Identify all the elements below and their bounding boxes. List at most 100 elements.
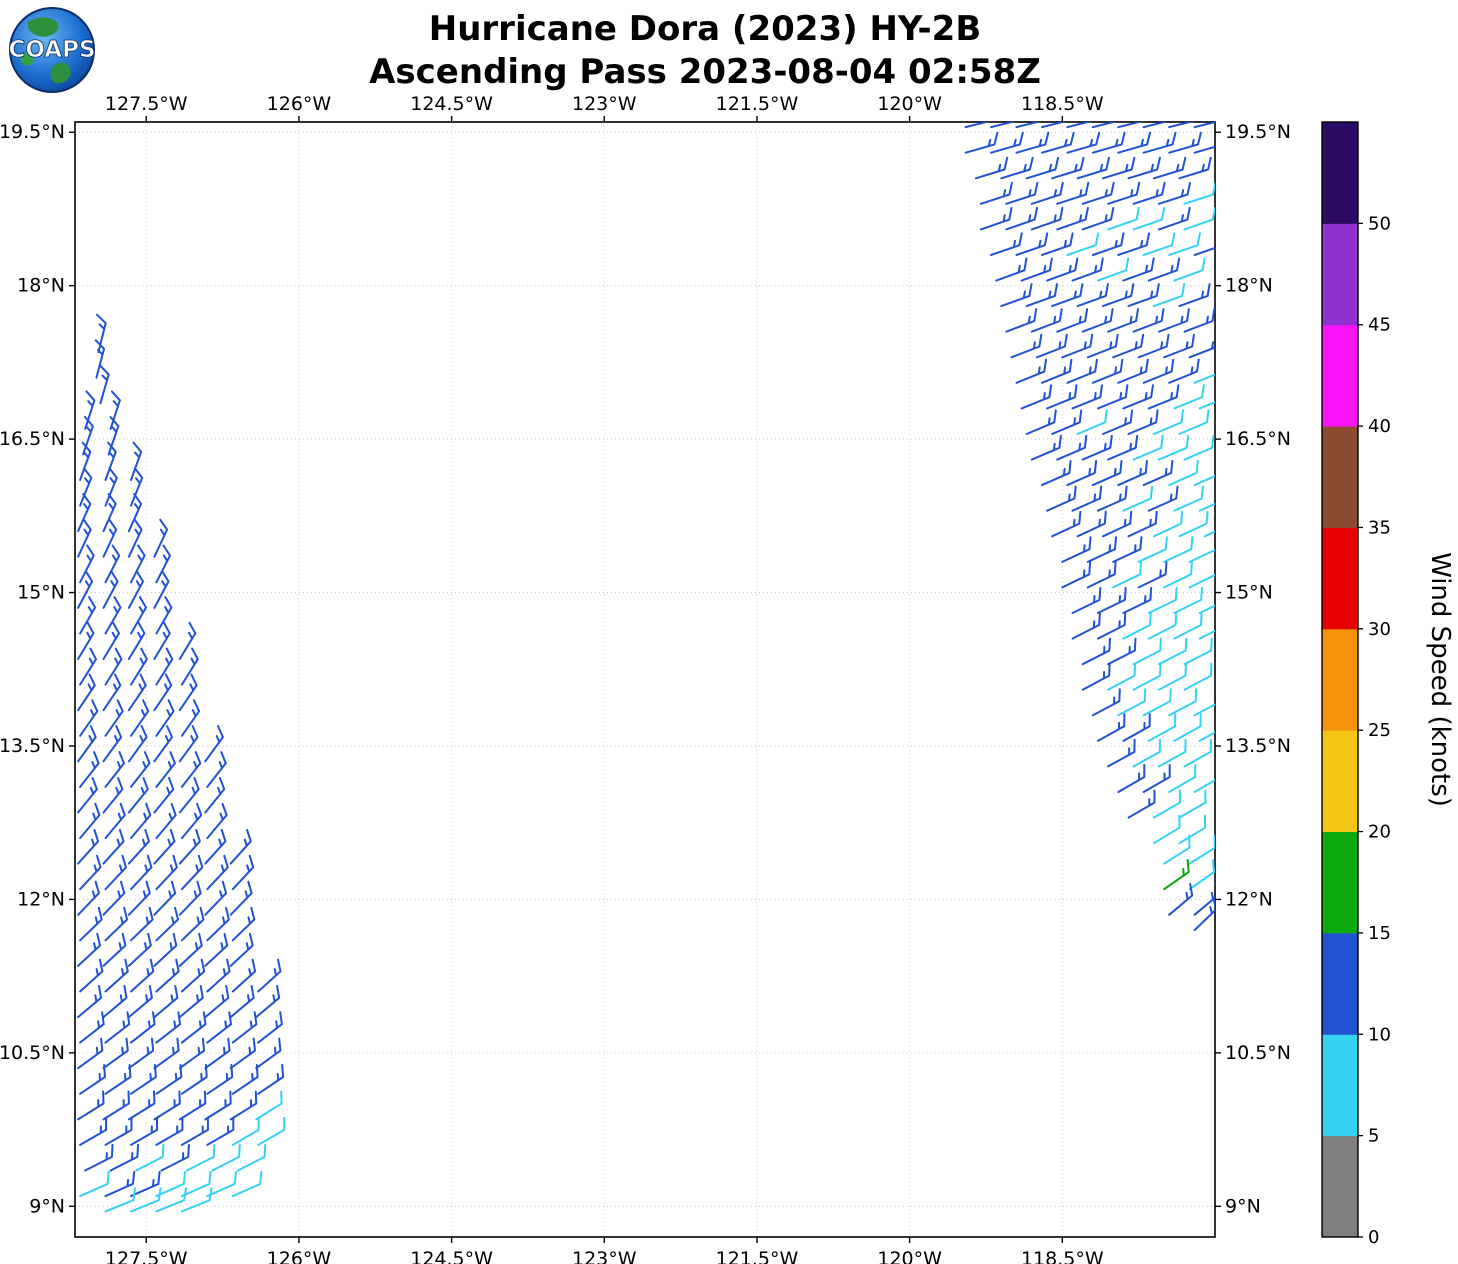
wind-barb (180, 1116, 209, 1146)
wind-barb (1041, 122, 1067, 129)
wind-barb (1091, 131, 1126, 154)
wind-barb (1173, 485, 1204, 512)
wind-barb (1066, 232, 1100, 256)
wind-barb (1117, 358, 1149, 384)
wind-barb (1178, 510, 1209, 538)
wind-barb (153, 621, 171, 660)
wind-barb (1025, 409, 1057, 435)
wind-barb (79, 802, 101, 840)
wind-barb (1071, 485, 1103, 512)
svg-text:121.5°W: 121.5°W (716, 1248, 799, 1264)
wind-barb (1107, 637, 1137, 666)
svg-text:123°W: 123°W (572, 93, 637, 115)
svg-text:30: 30 (1368, 619, 1391, 640)
wind-barb (96, 313, 107, 354)
wind-barb (180, 906, 205, 942)
wind-barb (1127, 789, 1156, 819)
wind-barb (206, 854, 229, 891)
wind-barb (155, 906, 179, 942)
wind-barb (1127, 156, 1161, 180)
wind-barb (1127, 283, 1160, 308)
svg-text:121.5°W: 121.5°W (716, 93, 799, 115)
wind-barb (1173, 257, 1206, 282)
gridlines (75, 122, 1215, 1237)
wind-barb (153, 777, 175, 814)
wind-barb (1086, 536, 1117, 563)
wind-barb (102, 828, 125, 865)
wind-barb (1076, 156, 1110, 180)
wind-barb (1061, 561, 1092, 589)
wind-barb (104, 1187, 136, 1213)
wind-barb (127, 493, 143, 533)
svg-text:12°N: 12°N (1225, 888, 1273, 910)
wind-barb (1112, 536, 1143, 563)
svg-text:127.5°W: 127.5°W (105, 93, 188, 115)
wind-barb (1132, 181, 1166, 205)
wind-barb (206, 751, 227, 788)
plot-border (74, 121, 1216, 1238)
wind-barb (1030, 308, 1063, 333)
wind-barb (1035, 333, 1068, 359)
wind-barb (1168, 688, 1198, 717)
wind-barb (1183, 662, 1213, 691)
wind-barb (180, 1011, 207, 1044)
coaps-logo: COAPS (8, 6, 96, 94)
wind-barb (180, 699, 201, 737)
wind-barb (178, 985, 204, 1019)
wind-barb (104, 1116, 133, 1146)
wind-barb (1005, 206, 1038, 231)
wind-barb (1041, 131, 1075, 154)
wind-barb (130, 958, 155, 993)
wind-barb (127, 725, 148, 763)
wind-barb (79, 1116, 108, 1146)
wind-barb (1015, 232, 1049, 256)
wind-barb (1158, 738, 1187, 768)
wind-barb (102, 673, 122, 712)
wind-barb (1061, 536, 1092, 563)
wind-barb (155, 596, 173, 635)
wind-barb (155, 1170, 187, 1198)
wind-barb (231, 1116, 260, 1146)
wind-barb (1041, 460, 1072, 487)
svg-text:10: 10 (1368, 1024, 1391, 1045)
wind-barb (155, 802, 177, 840)
wind-barb (1168, 358, 1200, 384)
wind-barb (995, 257, 1028, 282)
wind-barb (102, 880, 126, 916)
wind-barb (1203, 530, 1215, 538)
wind-barb (104, 467, 118, 507)
wind-barb (77, 493, 92, 533)
wind-barb (79, 751, 100, 788)
wind-barb (231, 1170, 263, 1198)
wind-barb (1010, 333, 1043, 359)
wind-barb (974, 156, 1009, 180)
wind-barb (231, 854, 255, 891)
wind-barb (155, 854, 178, 891)
wind-barb (1188, 341, 1215, 359)
wind-barb (1168, 882, 1194, 916)
wind-barb (1046, 485, 1077, 512)
wind-barb (1081, 308, 1114, 333)
wind-barb (155, 1187, 187, 1213)
wind-barb (1132, 738, 1161, 768)
svg-text:124.5°W: 124.5°W (410, 1248, 493, 1264)
svg-text:50: 50 (1368, 213, 1391, 234)
wind-barb (1117, 232, 1150, 256)
wind-barb (79, 699, 99, 737)
wind-barb (79, 1011, 105, 1044)
wind-barb (204, 828, 227, 865)
wind-barb (1168, 122, 1194, 129)
wind-barb (104, 647, 123, 686)
wind-barb (1081, 637, 1111, 666)
wind-barb (1198, 604, 1215, 614)
wind-barb (1025, 283, 1058, 308)
wind-barb (104, 1064, 132, 1095)
svg-text:25: 25 (1368, 720, 1391, 741)
wind-barb (1183, 637, 1213, 666)
wind-barb (178, 621, 197, 660)
wind-barb (1071, 612, 1101, 640)
wind-barb (257, 1064, 285, 1095)
wind-barb (178, 828, 201, 865)
wind-barb (127, 1037, 155, 1070)
wind-barb (104, 544, 121, 584)
